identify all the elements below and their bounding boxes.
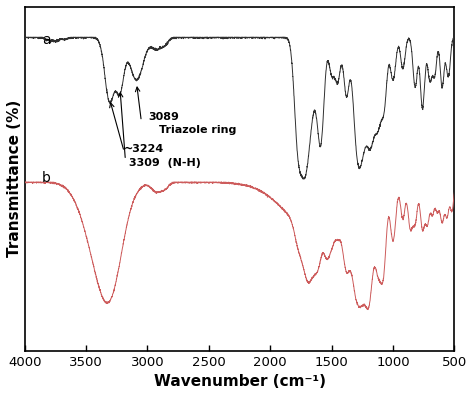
- X-axis label: Wavenumber (cm⁻¹): Wavenumber (cm⁻¹): [154, 374, 326, 389]
- Y-axis label: Transmittance (%): Transmittance (%): [7, 100, 22, 257]
- Text: 3089: 3089: [149, 112, 180, 122]
- Text: Triazole ring: Triazole ring: [158, 125, 236, 135]
- Text: 3309  (N-H): 3309 (N-H): [129, 158, 201, 168]
- Text: ~3224: ~3224: [124, 144, 164, 154]
- Text: b: b: [42, 171, 51, 185]
- Text: a: a: [42, 33, 51, 47]
